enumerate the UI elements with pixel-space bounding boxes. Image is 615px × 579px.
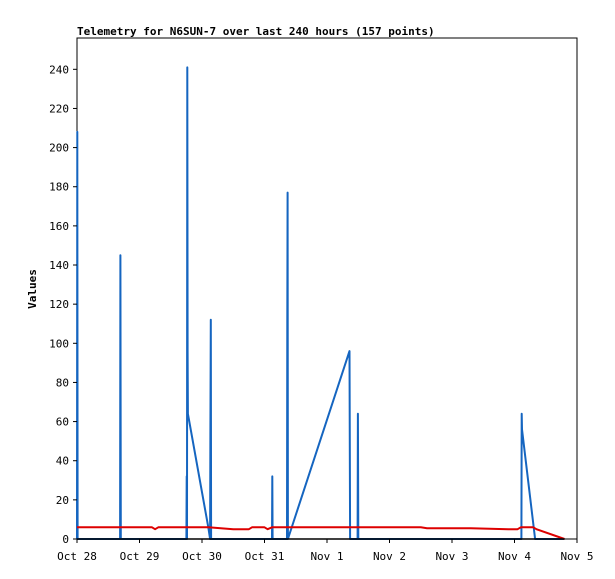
y-tick-label: 100 <box>49 337 69 350</box>
y-tick-label: 240 <box>49 63 69 76</box>
x-tick-label: Nov 4 <box>498 550 531 563</box>
x-tick-label: Nov 2 <box>373 550 406 563</box>
series-line-2 <box>77 526 565 540</box>
y-tick-label: 80 <box>56 376 69 389</box>
y-axis-ticks: 0 20 40 60 80 100 120 140 160 180 200 220 240 <box>49 63 77 546</box>
chart-title: Telemetry for N6SUN-7 over last 240 hour… <box>77 25 435 38</box>
y-tick-label: 140 <box>49 259 69 272</box>
plot-frame <box>76 37 578 540</box>
x-tick-label: Nov 3 <box>435 550 468 563</box>
y-tick-label: 220 <box>49 102 69 115</box>
x-tick-label: Oct 31 <box>245 550 285 563</box>
y-tick-label: 40 <box>56 455 69 468</box>
y-tick-label: 180 <box>49 181 69 194</box>
x-tick-label: Oct 30 <box>182 550 222 563</box>
x-tick-label: Oct 28 <box>57 550 97 563</box>
x-tick-label: Oct 29 <box>120 550 160 563</box>
series-layer <box>76 66 565 540</box>
x-tick-label: Nov 5 <box>560 550 593 563</box>
y-tick-label: 60 <box>56 416 69 429</box>
x-tick-label: Nov 1 <box>310 550 343 563</box>
y-tick-label: 120 <box>49 298 69 311</box>
y-tick-label: 200 <box>49 142 69 155</box>
y-tick-label: 20 <box>56 494 69 507</box>
y-axis-label: Values <box>26 269 39 309</box>
y-tick-label: 0 <box>62 533 69 546</box>
y-tick-label: 160 <box>49 220 69 233</box>
x-axis-ticks: Oct 28 Oct 29 Oct 30 Oct 31 Nov 1 Nov 2 Nov 3 N… <box>57 539 594 563</box>
